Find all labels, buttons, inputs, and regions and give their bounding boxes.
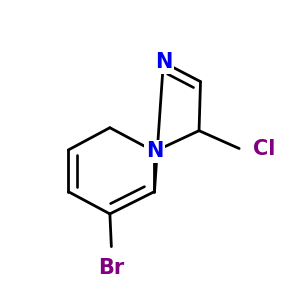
Text: N: N: [155, 52, 172, 72]
Text: Br: Br: [98, 259, 124, 278]
Text: Cl: Cl: [253, 139, 275, 158]
Text: N: N: [146, 142, 163, 161]
